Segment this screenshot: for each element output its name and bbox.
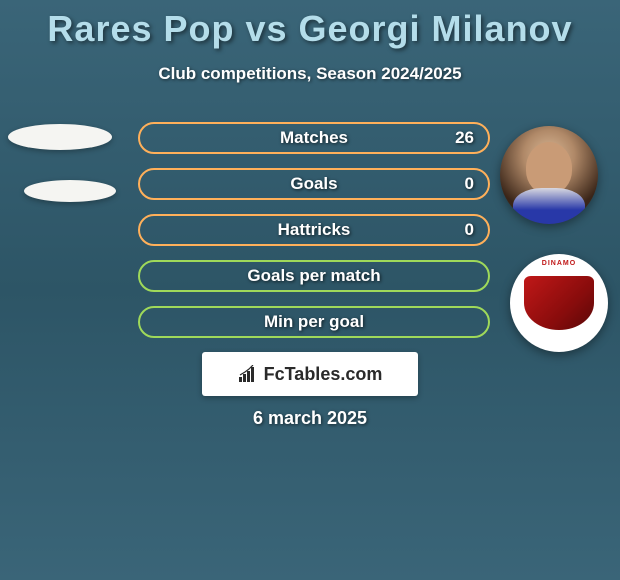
stat-row-mpg: Min per goal [138, 306, 490, 338]
left-placeholder-photo [8, 124, 112, 150]
stat-label: Goals per match [140, 266, 488, 286]
chart-icon [238, 365, 258, 383]
stat-value: 0 [465, 174, 474, 194]
stat-label: Hattricks [140, 220, 488, 240]
stat-row-hattricks: Hattricks 0 [138, 214, 490, 246]
club-logo-text: DINAMO [510, 260, 608, 267]
comparison-subtitle: Club competitions, Season 2024/2025 [0, 64, 620, 84]
stat-row-matches: Matches 26 [138, 122, 490, 154]
branding-text: FcTables.com [264, 364, 383, 385]
comparison-date: 6 march 2025 [0, 408, 620, 429]
stat-value: 26 [455, 128, 474, 148]
player-photo-right [500, 126, 598, 224]
stat-row-gpm: Goals per match [138, 260, 490, 292]
comparison-title: Rares Pop vs Georgi Milanov [0, 0, 620, 50]
stats-container: Matches 26 Goals 0 Hattricks 0 Goals per… [138, 122, 490, 352]
left-placeholder-logo [24, 180, 116, 202]
stat-value: 0 [465, 220, 474, 240]
stat-row-goals: Goals 0 [138, 168, 490, 200]
club-logo-right: DINAMO [510, 254, 608, 352]
branding-box: FcTables.com [202, 352, 418, 396]
stat-label: Matches [140, 128, 488, 148]
stat-label: Goals [140, 174, 488, 194]
stat-label: Min per goal [140, 312, 488, 332]
